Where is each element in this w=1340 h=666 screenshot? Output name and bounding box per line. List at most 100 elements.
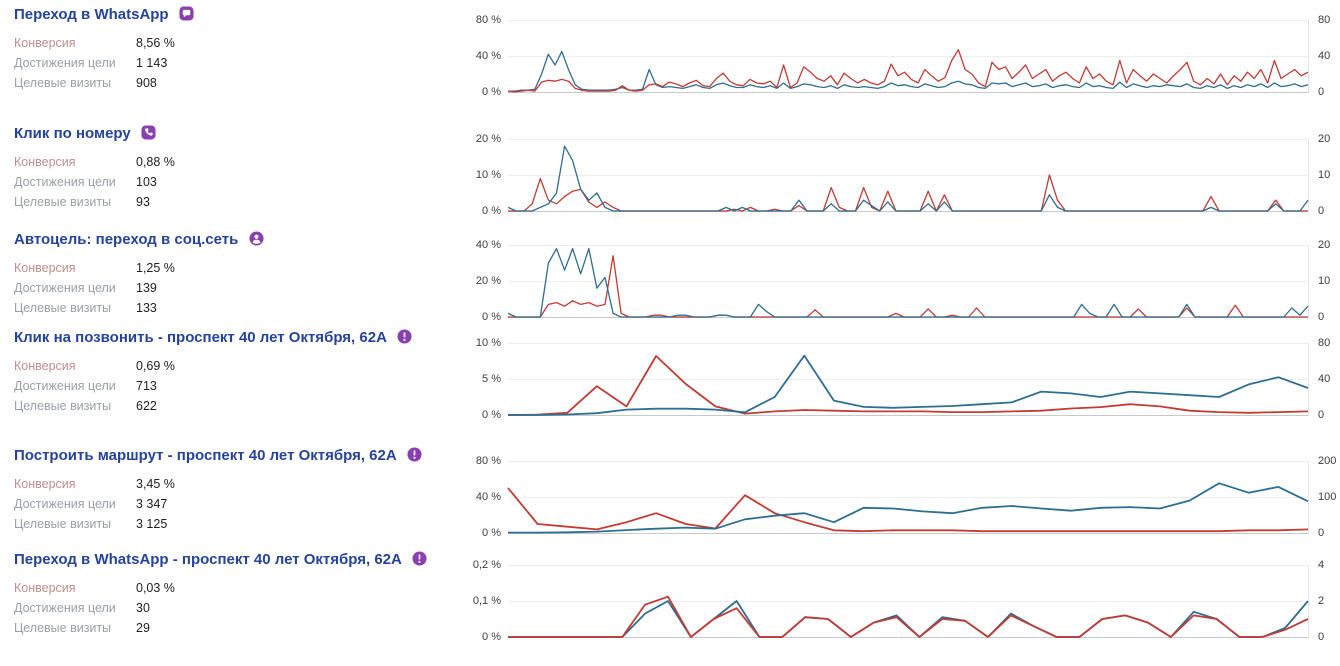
stat-value-conversion: 0,69 % (136, 359, 175, 373)
left-tick: 20 % (475, 275, 501, 287)
stat-label-visits: Целевые визиты (14, 301, 112, 315)
stat-value-reaches: 713 (136, 379, 157, 393)
chart-left-axis: 80 % 40 % 0 % (468, 14, 508, 98)
chart-plot-area[interactable] (507, 461, 1309, 534)
goal-title-link[interactable]: Клик на позвонить - проспект 40 лет Октя… (14, 329, 387, 346)
stat-value-visits: 622 (136, 399, 157, 413)
right-tick: 20 (1318, 239, 1331, 251)
stat-value-visits: 29 (136, 621, 150, 635)
stat-value-visits: 93 (136, 195, 150, 209)
stat-value-reaches: 3 347 (136, 497, 168, 511)
goal-chart: 40 % 20 % 0 % 20 10 0 (468, 239, 1340, 323)
chart-left-axis: 20 % 10 % 0 % (468, 133, 508, 217)
stat-label-reaches: Достижения цели (14, 175, 116, 189)
chart-right-axis: 4 2 0 (1309, 559, 1340, 643)
chart-plot-area[interactable] (507, 139, 1309, 212)
chart-plot-area[interactable] (507, 245, 1309, 318)
goal-chart: 20 % 10 % 0 % 20 10 0 (468, 133, 1340, 225)
right-tick: 20 (1318, 133, 1331, 145)
stat-label-reaches: Достижения цели (14, 281, 116, 295)
goal-stats-table: Конверсия 0,69 % Достижения цели 713 Целев… (14, 359, 175, 419)
stat-value-conversion: 8,56 % (136, 36, 175, 50)
chart-right-axis: 80 40 0 (1309, 14, 1340, 98)
goal-title-link[interactable]: Переход в WhatsApp - проспект 40 лет Окт… (14, 551, 402, 568)
stat-label-visits: Целевые визиты (14, 517, 112, 531)
stat-value-conversion: 1,25 % (136, 261, 175, 275)
chart-plot-area[interactable] (508, 565, 1309, 638)
chart-left-axis: 40 % 20 % 0 % (468, 239, 508, 323)
stat-label-conversion: Конверсия (14, 261, 76, 275)
chart-right-axis: 80 40 0 (1309, 337, 1340, 421)
right-tick: 10 (1318, 169, 1331, 181)
goal-info-panel: Переход в WhatsApp - проспект 40 лет Окт… (14, 551, 468, 666)
left-tick: 0,1 % (472, 595, 501, 607)
stat-value-reaches: 139 (136, 281, 157, 295)
stat-label-reaches: Достижения цели (14, 56, 116, 70)
stat-label-reaches: Достижения цели (14, 601, 116, 615)
goal-chart: 10 % 5 % 0 % 80 40 0 (468, 337, 1340, 441)
goal-info-panel: Переход в WhatsApp Конверсия 8,56 % Дости… (14, 6, 468, 119)
right-tick: 0 (1318, 409, 1325, 421)
right-tick: 0 (1318, 311, 1325, 323)
left-tick: 80 % (475, 14, 501, 26)
goal-title-link[interactable]: Построить маршрут - проспект 40 лет Октя… (14, 447, 397, 464)
goal-chart: 80 % 40 % 0 % 200 100 0 (468, 455, 1340, 545)
alert-badge-icon (412, 551, 427, 566)
chart-left-axis: 0,2 % 0,1 % 0 % (468, 559, 508, 643)
goal-info-panel: Клик по номеру Конверсия 0,88 % Достижени… (14, 125, 468, 225)
left-tick: 10 % (475, 169, 501, 181)
goal-stats-table: Конверсия 1,25 % Достижения цели 139 Целев… (14, 261, 175, 321)
goal-info-panel: Клик на позвонить - проспект 40 лет Октя… (14, 329, 468, 441)
stat-label-conversion: Конверсия (14, 477, 76, 491)
goal-info-panel: Построить маршрут - проспект 40 лет Октя… (14, 447, 468, 545)
left-tick: 80 % (475, 455, 501, 467)
left-tick: 10 % (475, 337, 501, 349)
right-tick: 40 (1318, 373, 1331, 385)
right-tick: 40 (1318, 50, 1331, 62)
chart-left-axis: 80 % 40 % 0 % (468, 455, 508, 539)
left-tick: 0 % (482, 205, 501, 217)
goal-row: Переход в WhatsApp - проспект 40 лет Окт… (0, 545, 1340, 666)
goal-title-link[interactable]: Автоцель: переход в соц.сеть (14, 231, 239, 248)
left-tick: 40 % (475, 50, 501, 62)
left-tick: 0 % (482, 631, 501, 643)
chart-right-axis: 200 100 0 (1309, 455, 1340, 539)
goal-row: Построить маршрут - проспект 40 лет Октя… (0, 441, 1340, 545)
right-tick: 0 (1318, 527, 1325, 539)
stat-value-conversion: 3,45 % (136, 477, 175, 491)
stat-label-reaches: Достижения цели (14, 497, 116, 511)
goal-info-panel: Автоцель: переход в соц.сеть Конверсия 1,… (14, 231, 468, 323)
stat-label-visits: Целевые визиты (14, 195, 112, 209)
chart-right-axis: 20 10 0 (1309, 133, 1340, 217)
left-tick: 0 % (482, 409, 501, 421)
chart-left-axis: 10 % 5 % 0 % (468, 337, 508, 421)
left-tick: 0 % (482, 527, 501, 539)
left-tick: 20 % (475, 133, 501, 145)
chart-right-axis: 20 10 0 (1309, 239, 1340, 323)
left-tick: 5 % (482, 373, 501, 385)
right-tick: 0 (1318, 86, 1325, 98)
right-tick: 4 (1318, 559, 1325, 571)
goal-title-link[interactable]: Переход в WhatsApp (14, 6, 169, 23)
stat-value-visits: 3 125 (136, 517, 168, 531)
goal-title-link[interactable]: Клик по номеру (14, 125, 131, 142)
right-tick: 0 (1318, 631, 1325, 643)
goal-row: Автоцель: переход в соц.сеть Конверсия 1,… (0, 225, 1340, 323)
autogoal-person-icon (249, 231, 264, 246)
stat-value-conversion: 0,03 % (136, 581, 175, 595)
goal-stats-table: Конверсия 8,56 % Достижения цели 1 143 Цел… (14, 36, 175, 96)
stat-value-reaches: 30 (136, 601, 150, 615)
phone-icon (141, 125, 156, 140)
goal-stats-table: Конверсия 0,03 % Достижения цели 30 Целевы… (14, 581, 175, 641)
goal-chart: 0,2 % 0,1 % 0 % 4 2 0 (468, 559, 1340, 666)
chart-plot-area[interactable] (507, 343, 1309, 416)
whatsapp-chat-icon (179, 6, 194, 21)
stat-label-conversion: Конверсия (14, 359, 76, 373)
left-tick: 40 % (475, 239, 501, 251)
goal-row: Клик на позвонить - проспект 40 лет Октя… (0, 323, 1340, 441)
chart-plot-area[interactable] (507, 20, 1309, 93)
right-tick: 2 (1318, 595, 1325, 607)
stat-value-visits: 133 (136, 301, 157, 315)
stat-label-visits: Целевые визиты (14, 621, 112, 635)
alert-badge-icon (407, 447, 422, 462)
